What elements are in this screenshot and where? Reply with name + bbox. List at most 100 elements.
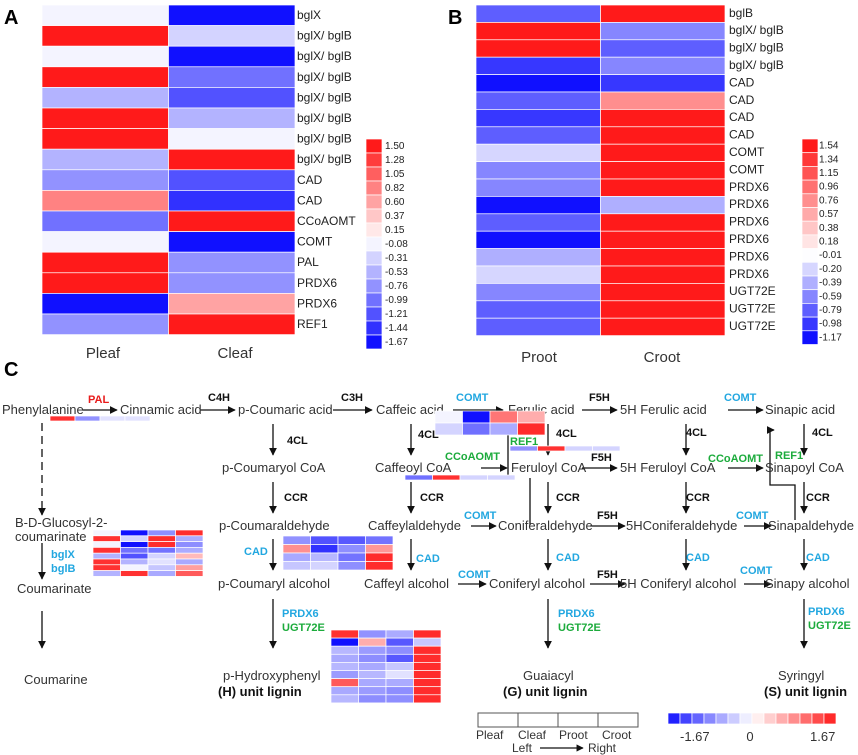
gene-label: bglX/ bglB [297,49,352,63]
mini-heatmap-cell [120,564,149,571]
mini-heatmap-cell [509,445,538,452]
heatmap-cell [41,313,169,335]
heatmap-cell [475,248,601,267]
heatmap-cell [475,230,601,249]
enzyme-ref1-2: REF1 [775,450,803,462]
mini-heatmap-cell [413,686,442,696]
mini-heatmap-cell [413,653,442,663]
enzyme-4cl-4: 4CL [686,427,707,439]
mini-heatmap-cell [310,535,339,545]
heatmap-cell [475,56,601,75]
heatmap-cell [41,293,169,315]
legend-tick: 0.76 [819,195,839,206]
compound-p-coumaroyl-coa: p-Coumaryol CoA [222,460,326,475]
key-croot: Croot [602,728,632,742]
compound-caffeic-acid: Caffeic acid [376,402,444,417]
mini-heatmap-cell [385,694,414,704]
enzyme-cad-3: CAD [556,552,580,564]
enzyme-f5h-3: F5H [597,510,618,522]
mini-heatmap-cell [358,662,387,671]
enzyme-ccr-4: CCR [686,492,710,504]
panel-c-label: C [4,359,18,381]
mini-heatmap-cell [385,678,414,688]
gene-label: PRDX6 [729,197,769,211]
mini-heatmap-cell [310,552,339,562]
heatmap-cell [41,169,169,191]
legend-b: 1.54 1.34 1.15 0.96 0.76 0.57 0.38 0.18 -0.01 -0.… [801,138,842,345]
mini-heatmap-cell [330,653,359,663]
legend-swatch [365,278,383,294]
mini-heatmap-cell [487,474,516,481]
mini-heatmap-cell [358,670,387,679]
mini-heatmap-comt [434,410,546,436]
enzyme-comt-2: COMT [724,392,757,404]
heatmap-cell [600,283,726,302]
legend-tick: 1.54 [819,141,839,152]
enzyme-comt-4: COMT [736,510,769,522]
legend-tick: -0.01 [819,250,842,261]
legend-tick: -0.59 [819,291,842,302]
enzyme-c4h: C4H [208,392,230,404]
enzyme-ccoaomt-2: CCoAOMT [708,453,763,465]
mini-heatmap-cell [175,547,204,554]
mini-heatmap-cell [92,570,121,577]
legend-swatch [365,250,383,266]
mini-heatmap-cell [124,415,151,422]
enzyme-ccr-2: CCR [420,492,444,504]
enzyme-f5h-4: F5H [597,569,618,581]
legend-swatch [365,208,383,224]
mini-heatmap-cell [592,445,621,452]
mini-heatmap-cell [489,422,518,436]
heatmap-cell [168,231,296,253]
gene-label: bglX/ bglB [297,70,352,84]
heatmap-cell [600,126,726,145]
mini-heatmap-prdx6 [330,629,442,704]
mini-heatmap-cell [337,535,366,545]
mini-heatmap-cad [282,535,394,571]
legend-tick: -0.76 [385,281,408,292]
enzyme-ugt72e-2: UGT72E [558,622,601,634]
enzyme-c3h: C3H [341,392,363,404]
legend-tick: 0.37 [385,211,405,222]
gene-label: bglX/ bglB [297,90,352,104]
mini-heatmap-cell [459,474,488,481]
heatmap-cell [475,283,601,302]
scale-swatch [775,712,789,725]
pathway-enzymes: PAL C4H C3H COMT F5H COMT 4CL 4CL 4CL 4C… [51,392,851,634]
mini-heatmap-cell [537,445,566,452]
heatmap-a-gene-labels: bglX bglX/ bglB bglX/ bglB bglX/ bglB bglX/ … [297,8,356,331]
compound-syringyl: Syringyl [778,668,824,683]
heatmap-cell [600,161,726,180]
heatmap-cell [600,178,726,197]
mini-heatmap-cell [385,629,414,639]
legend-swatch [365,138,383,154]
legend-tick: 0.82 [385,183,405,194]
heatmap-cell [600,109,726,128]
mini-heatmap-bgl [92,529,204,577]
legend-swatch [365,236,383,252]
gene-label: bglX/ bglB [729,58,784,72]
mini-heatmap-cell [310,561,339,571]
mini-heatmap-ccoaomt [404,474,516,481]
mini-heatmap-cell [462,422,491,436]
heatmap-cell [41,4,169,26]
mini-heatmap-cell [413,678,442,688]
scale-swatch [667,712,681,725]
mini-heatmap-cell [147,552,176,560]
mini-heatmap-cell [147,558,176,566]
compound-5h-coniferyl-alcohol: 5H Coniferyl alcohol [620,576,736,591]
legend-tick: -1.44 [385,323,408,334]
heatmap-cell [168,128,296,150]
key-right: Right [588,741,617,755]
legend-swatch [801,330,819,345]
enzyme-ref1-1: REF1 [510,436,538,448]
gene-label: PRDX6 [297,296,337,310]
legend-tick: 1.05 [385,169,405,180]
enzyme-bglx: bglX [51,549,75,561]
heatmap-cell [475,161,601,180]
compound-sinapic-acid: Sinapic acid [765,402,835,417]
enzyme-cad-1: CAD [244,546,268,558]
legend-swatch [801,234,819,249]
heatmap-cell [600,143,726,162]
